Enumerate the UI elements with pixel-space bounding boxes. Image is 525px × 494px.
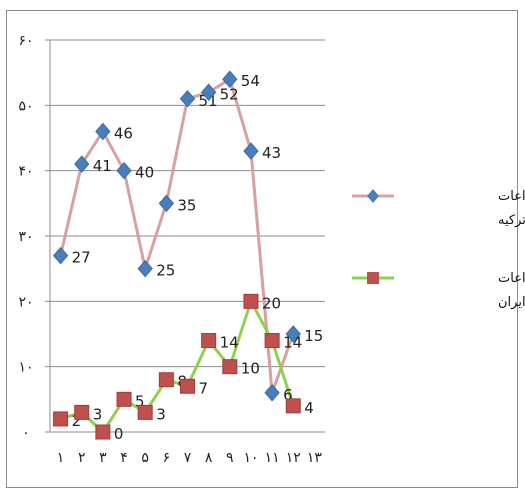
- series-1-point: [158, 194, 175, 213]
- x-tick-label: ۸: [205, 450, 213, 466]
- legend-square-icon: [367, 272, 379, 284]
- series-2-point: [116, 391, 132, 407]
- legend-label-2: کشور ایران: [498, 295, 525, 310]
- series-1-point: [116, 161, 132, 180]
- x-tick-label: ۱۲: [286, 450, 301, 466]
- y-tick-label: ۳۰: [18, 229, 33, 245]
- data-label: 35: [177, 196, 196, 214]
- data-label: 25: [156, 262, 175, 280]
- series-1-point: [179, 90, 196, 108]
- x-tick-label: ۱۱: [265, 450, 280, 466]
- series-2-point: [158, 372, 174, 388]
- y-tick-label: ۰: [22, 425, 30, 441]
- x-tick-label: ۷: [184, 450, 192, 466]
- data-label: 41: [93, 157, 112, 175]
- series-2-point: [201, 333, 217, 349]
- data-label: 15: [304, 327, 323, 345]
- data-label: 10: [241, 360, 260, 378]
- data-label: 2: [72, 412, 82, 430]
- x-tick-label: ۹: [226, 450, 234, 466]
- series-2-point: [74, 404, 90, 420]
- data-label: 52: [220, 85, 239, 103]
- series-2-point: [53, 411, 69, 427]
- data-label: 3: [156, 405, 166, 423]
- series-1-point: [95, 122, 111, 141]
- data-label: 46: [114, 124, 133, 142]
- legend-label-1: کشور ترکیه: [498, 213, 525, 228]
- series-2-point: [222, 359, 238, 375]
- legend-diamond-icon: [367, 189, 379, 203]
- data-label: 14: [220, 334, 239, 352]
- data-label: 43: [262, 144, 281, 162]
- series-2-point: [243, 293, 259, 309]
- series-2-point: [137, 404, 153, 420]
- series-1-point: [243, 142, 259, 160]
- y-tick-label: ۴۰: [18, 164, 33, 180]
- data-label: 7: [199, 379, 209, 397]
- series-1-point: [285, 325, 301, 343]
- x-tick-label: ۱۳: [307, 450, 323, 466]
- data-label: 51: [199, 92, 218, 110]
- data-label: 6: [283, 386, 293, 404]
- data-label: 5: [135, 392, 145, 410]
- y-tick-label: ۶۰: [18, 33, 33, 49]
- data-label: 4: [304, 399, 314, 417]
- series-2-point: [95, 424, 111, 440]
- y-tick-label: ۵۰: [18, 98, 33, 114]
- data-label: 14: [283, 334, 302, 352]
- data-label: 40: [135, 164, 154, 182]
- series-2-point: [180, 378, 195, 394]
- x-tick-label: ۱۰: [243, 450, 258, 466]
- x-tick-label: ۳: [99, 450, 107, 466]
- x-tick-label: ۱: [57, 450, 65, 466]
- data-label: 27: [72, 249, 91, 267]
- series-1-point: [222, 70, 238, 88]
- series-1-point: [52, 246, 69, 265]
- series-2-point: [264, 333, 280, 349]
- x-tick-label: ۶: [163, 450, 171, 466]
- y-tick-label: ۲۰: [18, 294, 33, 310]
- x-tick-label: ۴: [120, 450, 128, 466]
- chart-frame: [6, 10, 518, 488]
- series-1-point: [74, 155, 90, 173]
- series-1-point: [137, 259, 153, 278]
- series-1-point: [200, 83, 217, 102]
- series-1-point: [264, 384, 280, 402]
- x-tick-label: ۵: [141, 450, 149, 466]
- series-2-point: [285, 398, 301, 414]
- data-label: 3: [93, 405, 103, 423]
- legend-label-2: فراوانی ثبت اختراعات: [498, 271, 525, 286]
- data-label: 0: [114, 425, 124, 443]
- series-line-1: [59, 77, 295, 395]
- y-tick-label: ۱۰: [18, 360, 33, 376]
- data-label: 20: [262, 294, 281, 312]
- data-label: 54: [241, 72, 260, 90]
- legend-label-1: فراوانی ثبت اختراعات: [498, 189, 525, 204]
- x-tick-label: ۲: [78, 450, 86, 466]
